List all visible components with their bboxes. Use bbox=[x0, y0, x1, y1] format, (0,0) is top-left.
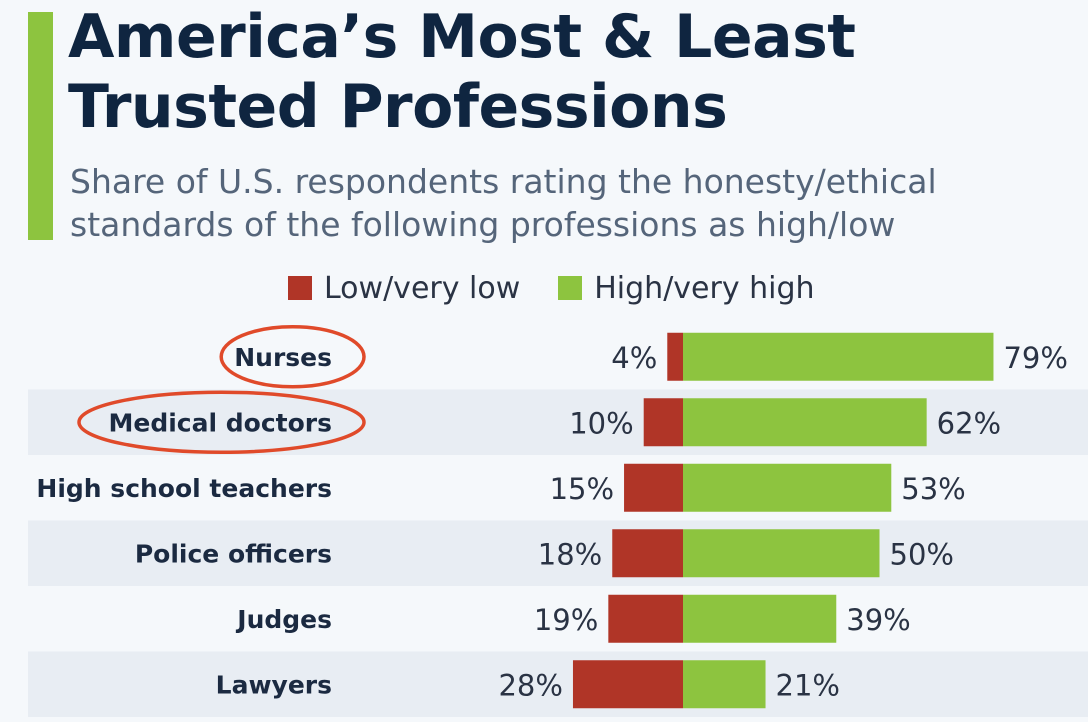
highlight-ellipse-nurses bbox=[219, 325, 366, 389]
value-label-low-nurses: 4% bbox=[611, 341, 657, 375]
legend: Low/very low High/very high bbox=[288, 266, 853, 310]
legend-swatch-low bbox=[288, 276, 312, 300]
category-label-judges: Judges bbox=[235, 605, 332, 634]
highlight-ellipse-medical-doctors bbox=[77, 390, 366, 454]
bar-high-police-officers bbox=[683, 529, 880, 578]
chart-subtitle-line-1: Share of U.S. respondents rating the hon… bbox=[70, 162, 937, 201]
category-label-lawyers: Lawyers bbox=[216, 670, 332, 699]
value-label-high-nurses: 79% bbox=[1003, 341, 1067, 375]
bar-low-nurses bbox=[667, 332, 683, 381]
legend-item-low: Low/very low bbox=[288, 271, 520, 306]
accent-bar bbox=[28, 12, 53, 240]
bar-low-lawyers bbox=[572, 660, 683, 709]
value-label-high-high-school-teachers: 53% bbox=[901, 472, 965, 506]
value-label-low-police-officers: 18% bbox=[538, 537, 602, 571]
legend-label-low: Low/very low bbox=[324, 270, 521, 306]
bar-high-lawyers bbox=[683, 660, 766, 709]
chart-title-line-1: America’s Most & Least bbox=[68, 2, 856, 72]
bar-low-judges bbox=[608, 594, 683, 643]
value-label-low-medical-doctors: 10% bbox=[569, 406, 633, 440]
bar-low-medical-doctors bbox=[643, 398, 683, 447]
bar-high-nurses bbox=[683, 332, 994, 381]
value-label-high-police-officers: 50% bbox=[890, 537, 954, 571]
bar-high-judges bbox=[683, 594, 837, 643]
chart-subtitle-line-2: standards of the following professions a… bbox=[70, 205, 896, 244]
value-label-high-lawyers: 21% bbox=[776, 668, 840, 702]
value-label-low-lawyers: 28% bbox=[498, 668, 562, 702]
legend-label-high: High/very high bbox=[594, 270, 815, 306]
value-label-high-medical-doctors: 62% bbox=[937, 406, 1001, 440]
bar-low-high-school-teachers bbox=[624, 463, 683, 512]
category-label-high-school-teachers: High school teachers bbox=[36, 474, 332, 503]
category-label-medical-doctors: Medical doctors bbox=[109, 408, 333, 437]
category-label-police-officers: Police officers bbox=[135, 539, 332, 568]
bar-low-police-officers bbox=[612, 529, 683, 578]
row-band-police-officers bbox=[28, 520, 1088, 586]
row-band-lawyers bbox=[28, 651, 1088, 717]
value-label-low-judges: 19% bbox=[534, 603, 598, 637]
legend-item-high: High/very high bbox=[558, 270, 815, 306]
legend-swatch-high bbox=[558, 276, 583, 300]
bar-high-medical-doctors bbox=[683, 398, 927, 447]
category-label-nurses: Nurses bbox=[234, 343, 332, 372]
chart-subtitle: Share of U.S. respondents rating the hon… bbox=[70, 160, 937, 246]
chart-title: America’s Most & Least Trusted Professio… bbox=[68, 2, 856, 142]
value-label-low-high-school-teachers: 15% bbox=[550, 472, 614, 506]
bar-high-high-school-teachers bbox=[683, 463, 892, 512]
chart-title-line-2: Trusted Professions bbox=[68, 72, 728, 142]
value-label-high-judges: 39% bbox=[846, 603, 910, 637]
